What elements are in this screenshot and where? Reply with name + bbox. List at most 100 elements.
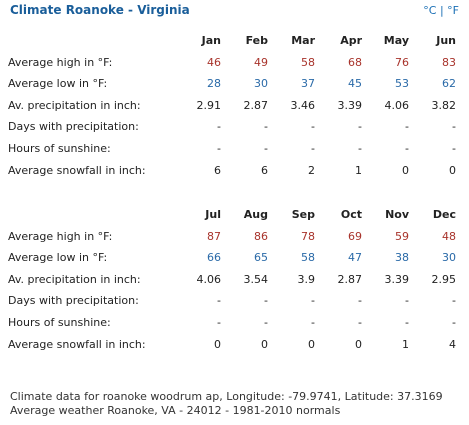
precipitation-value: 3.82 bbox=[431, 98, 457, 112]
row-label-precipitation: Av. precipitation in inch: bbox=[8, 272, 141, 286]
snowfall-value: 1 bbox=[402, 337, 409, 351]
row-label-hours-of-sunshine: Hours of sunshine: bbox=[8, 315, 111, 329]
month-header: Nov bbox=[385, 208, 409, 221]
high-value: 69 bbox=[348, 229, 362, 243]
snowfall-value: 6 bbox=[214, 163, 221, 177]
days-precipitation-value: - bbox=[405, 294, 409, 308]
low-value: 53 bbox=[395, 77, 409, 91]
precipitation-value: 3.39 bbox=[384, 272, 410, 286]
days-precipitation-value: - bbox=[311, 120, 315, 134]
month-header: Feb bbox=[245, 34, 268, 47]
average-low-row: Average low in °F: 66 65 58 47 38 30 bbox=[6, 247, 456, 269]
precipitation-value: 3.46 bbox=[290, 98, 316, 112]
precipitation-value: 2.87 bbox=[337, 272, 363, 286]
month-header: Aug bbox=[243, 208, 268, 221]
unit-separator: | bbox=[439, 4, 444, 17]
high-value: 87 bbox=[207, 229, 221, 243]
days-precipitation-value: - bbox=[452, 294, 456, 308]
sunshine-value: - bbox=[405, 315, 409, 329]
sunshine-value: - bbox=[452, 141, 456, 155]
sunshine-value: - bbox=[358, 141, 362, 155]
high-value: 49 bbox=[254, 55, 268, 69]
sunshine-value: - bbox=[264, 315, 268, 329]
hours-of-sunshine-row: Hours of sunshine: - - - - - - bbox=[6, 138, 456, 160]
average-snowfall-row: Average snowfall in inch: 0 0 0 0 1 4 bbox=[6, 334, 456, 356]
days-precipitation-value: - bbox=[217, 120, 221, 134]
climate-header: Climate Roanoke - Virginia °C | °F bbox=[0, 0, 469, 22]
high-value: 58 bbox=[301, 55, 315, 69]
precipitation-value: 3.39 bbox=[337, 98, 363, 112]
month-header: Sep bbox=[291, 208, 315, 221]
climate-normals-note: Average weather Roanoke, VA - 24012 - 19… bbox=[10, 404, 341, 417]
days-precipitation-value: - bbox=[311, 294, 315, 308]
page-title: Climate Roanoke - Virginia bbox=[10, 3, 190, 17]
low-value: 62 bbox=[442, 77, 456, 91]
row-label-average-snowfall: Average snowfall in inch: bbox=[8, 163, 146, 177]
snowfall-value: 0 bbox=[261, 337, 268, 351]
climate-source-note: Climate data for roanoke woodrum ap, Lon… bbox=[10, 390, 443, 403]
days-with-precipitation-row: Days with precipitation: - - - - - - bbox=[6, 116, 456, 138]
row-label-average-snowfall: Average snowfall in inch: bbox=[8, 337, 146, 351]
precipitation-value: 2.91 bbox=[196, 98, 222, 112]
snowfall-value: 0 bbox=[214, 337, 221, 351]
row-label-average-low: Average low in °F: bbox=[8, 77, 108, 91]
sunshine-value: - bbox=[405, 141, 409, 155]
row-label-hours-of-sunshine: Hours of sunshine: bbox=[8, 141, 111, 155]
sunshine-value: - bbox=[217, 141, 221, 155]
climate-table-jul-dec: Jul Aug Sep Oct Nov Dec Average high in … bbox=[6, 204, 456, 355]
average-high-row: Average high in °F: 87 86 78 69 59 48 bbox=[6, 226, 456, 248]
snowfall-value: 1 bbox=[355, 163, 362, 177]
low-value: 45 bbox=[348, 77, 362, 91]
low-value: 65 bbox=[254, 251, 268, 265]
days-with-precipitation-row: Days with precipitation: - - - - - - bbox=[6, 290, 456, 312]
high-value: 68 bbox=[348, 55, 362, 69]
days-precipitation-value: - bbox=[358, 294, 362, 308]
row-label-average-high: Average high in °F: bbox=[8, 55, 113, 69]
precipitation-value: 3.9 bbox=[297, 272, 316, 286]
days-precipitation-value: - bbox=[358, 120, 362, 134]
climate-footer: Climate data for roanoke woodrum ap, Lon… bbox=[10, 390, 443, 418]
corner-cell bbox=[6, 204, 174, 226]
low-value: 30 bbox=[254, 77, 268, 91]
high-value: 86 bbox=[254, 229, 268, 243]
average-high-row: Average high in °F: 46 49 58 68 76 83 bbox=[6, 52, 456, 74]
days-precipitation-value: - bbox=[264, 120, 268, 134]
snowfall-value: 0 bbox=[308, 337, 315, 351]
precipitation-value: 4.06 bbox=[384, 98, 410, 112]
celsius-unit-link[interactable]: °C bbox=[423, 4, 437, 17]
fahrenheit-unit-link[interactable]: °F bbox=[447, 4, 459, 17]
climate-table-jan-jun: Jan Feb Mar Apr May Jun Average high in … bbox=[6, 30, 456, 181]
precipitation-row: Av. precipitation in inch: 2.91 2.87 3.4… bbox=[6, 95, 456, 117]
sunshine-value: - bbox=[311, 315, 315, 329]
high-value: 46 bbox=[207, 55, 221, 69]
low-value: 38 bbox=[395, 251, 409, 265]
high-value: 78 bbox=[301, 229, 315, 243]
month-header: Dec bbox=[432, 208, 456, 221]
average-snowfall-row: Average snowfall in inch: 6 6 2 1 0 0 bbox=[6, 160, 456, 182]
high-value: 59 bbox=[395, 229, 409, 243]
snowfall-value: 2 bbox=[308, 163, 315, 177]
sunshine-value: - bbox=[358, 315, 362, 329]
month-header: Jun bbox=[436, 34, 456, 47]
precipitation-value: 2.87 bbox=[243, 98, 269, 112]
low-value: 47 bbox=[348, 251, 362, 265]
row-label-precipitation: Av. precipitation in inch: bbox=[8, 98, 141, 112]
snowfall-value: 0 bbox=[402, 163, 409, 177]
low-value: 28 bbox=[207, 77, 221, 91]
days-precipitation-value: - bbox=[217, 294, 221, 308]
average-low-row: Average low in °F: 28 30 37 45 53 62 bbox=[6, 73, 456, 95]
row-label-days-with-precipitation: Days with precipitation: bbox=[8, 120, 139, 134]
row-label-average-high: Average high in °F: bbox=[8, 229, 113, 243]
month-header: Oct bbox=[340, 208, 362, 221]
month-header-row: Jul Aug Sep Oct Nov Dec bbox=[6, 204, 456, 226]
month-header: Jul bbox=[205, 208, 221, 221]
snowfall-value: 6 bbox=[261, 163, 268, 177]
snowfall-value: 0 bbox=[355, 337, 362, 351]
low-value: 58 bbox=[301, 251, 315, 265]
low-value: 66 bbox=[207, 251, 221, 265]
month-header: May bbox=[383, 34, 409, 47]
month-header-row: Jan Feb Mar Apr May Jun bbox=[6, 30, 456, 52]
precipitation-value: 2.95 bbox=[431, 272, 457, 286]
corner-cell bbox=[6, 30, 174, 52]
low-value: 30 bbox=[442, 251, 456, 265]
